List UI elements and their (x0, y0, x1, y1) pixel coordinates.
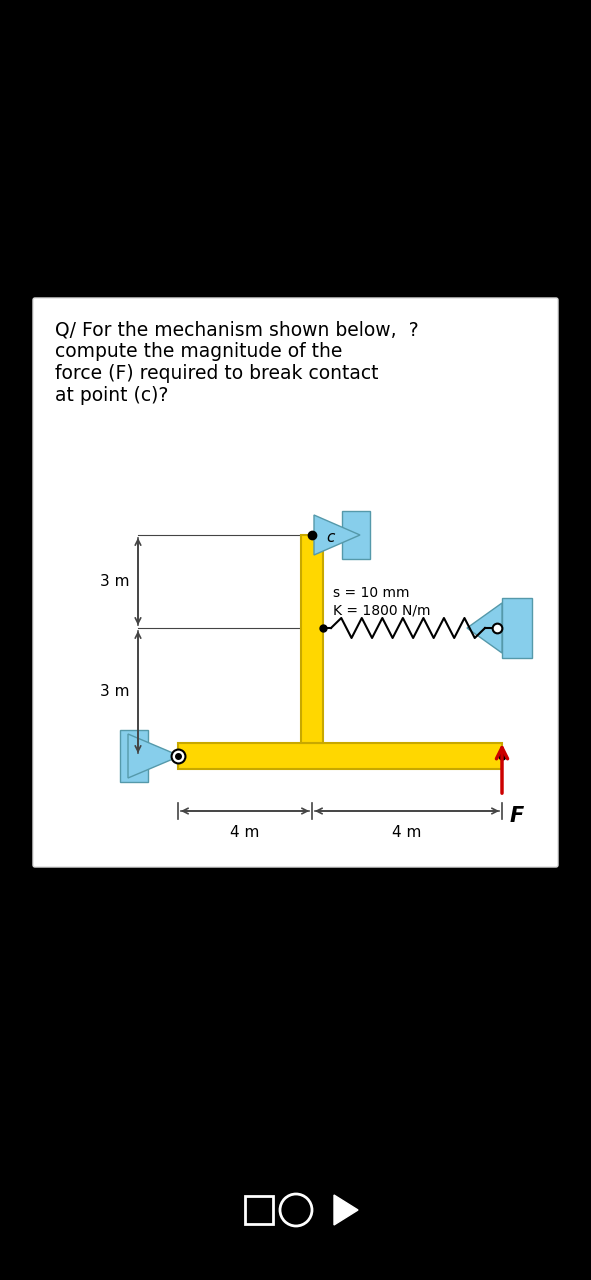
Bar (342, 511, 370, 559)
Text: 4 m: 4 m (230, 826, 259, 840)
Text: c: c (326, 530, 335, 544)
Text: Q/ For the mechanism shown below,  ?
compute the magnitude of the
force (F) requ: Q/ For the mechanism shown below, ? comp… (55, 320, 418, 404)
Text: s = 10 mm: s = 10 mm (333, 586, 410, 600)
Polygon shape (467, 603, 502, 653)
Text: 3 m: 3 m (100, 685, 130, 699)
Text: F: F (510, 806, 524, 826)
Polygon shape (128, 733, 180, 778)
Polygon shape (314, 515, 360, 556)
Polygon shape (334, 1196, 358, 1225)
Text: 3 m: 3 m (100, 573, 130, 589)
Text: 4 m: 4 m (392, 826, 422, 840)
Bar (120, 730, 148, 782)
FancyBboxPatch shape (33, 298, 558, 867)
Text: K = 1800 N/m: K = 1800 N/m (333, 604, 430, 618)
Bar (502, 598, 532, 658)
Bar (178, 742, 502, 769)
Bar (301, 535, 323, 742)
